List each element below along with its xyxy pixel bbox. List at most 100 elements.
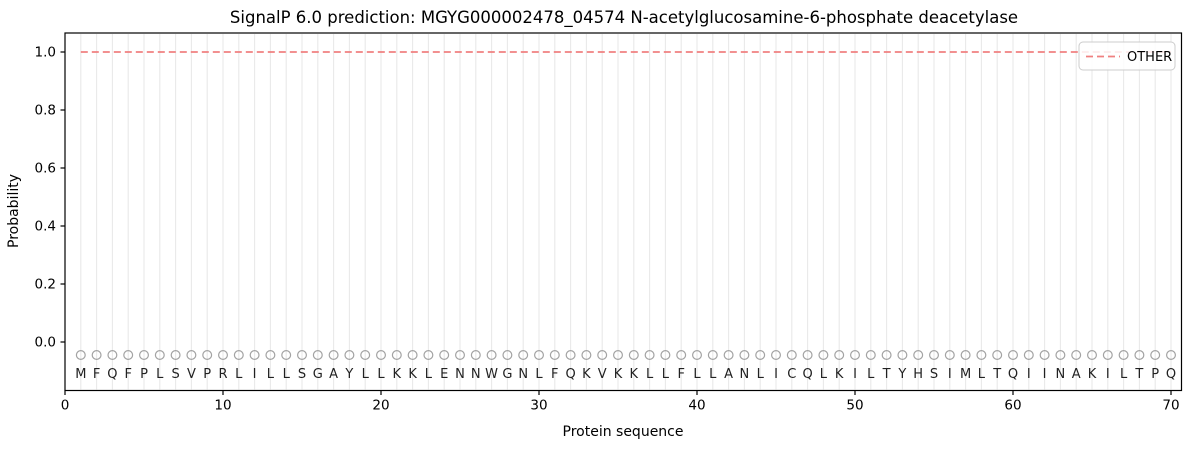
sequence-letter: P bbox=[140, 367, 148, 382]
residue-marker bbox=[897, 350, 908, 361]
residue-marker bbox=[628, 350, 639, 361]
residue-marker bbox=[1039, 350, 1050, 361]
residue-marker bbox=[597, 350, 608, 361]
residue-marker bbox=[407, 350, 418, 361]
sequence-letter: K bbox=[393, 367, 402, 382]
sequence-letter: K bbox=[835, 367, 844, 382]
residue-marker bbox=[91, 350, 102, 361]
residue-marker bbox=[154, 350, 165, 361]
sequence-letter: K bbox=[582, 367, 591, 382]
sequence-letter: Y bbox=[897, 367, 906, 382]
sequence-letter: M bbox=[960, 367, 971, 382]
residue-marker bbox=[770, 350, 781, 361]
residue-marker bbox=[992, 350, 1003, 361]
residue-marker bbox=[1023, 350, 1034, 361]
sequence-letter: L bbox=[235, 367, 243, 382]
chart-title: SignalP 6.0 prediction: MGYG000002478_04… bbox=[230, 8, 1018, 28]
sequence-letter: L bbox=[267, 367, 275, 382]
sequence-letter: K bbox=[1088, 367, 1097, 382]
y-axis-label: Probability bbox=[6, 174, 22, 248]
sequence-letter: F bbox=[551, 367, 558, 382]
residue-markers-group bbox=[75, 350, 1176, 361]
residue-marker bbox=[549, 350, 560, 361]
residue-marker bbox=[818, 350, 829, 361]
residue-marker bbox=[1086, 350, 1097, 361]
sequence-letter: S bbox=[930, 367, 938, 382]
residue-marker bbox=[960, 350, 971, 361]
sequence-letter: N bbox=[471, 367, 481, 382]
residue-marker bbox=[518, 350, 529, 361]
sequence-letter: I bbox=[774, 367, 778, 382]
sequence-letter: L bbox=[156, 367, 164, 382]
sequence-letter: P bbox=[1151, 367, 1159, 382]
sequence-letter: M bbox=[75, 367, 86, 382]
x-tick-label: 60 bbox=[1004, 398, 1021, 414]
sequence-letter: L bbox=[867, 367, 875, 382]
sequence-letter: R bbox=[218, 367, 227, 382]
legend: OTHER bbox=[1078, 41, 1176, 71]
residue-marker bbox=[913, 350, 924, 361]
residue-marker bbox=[344, 350, 355, 361]
residue-marker bbox=[1055, 350, 1066, 361]
legend-label-other: OTHER bbox=[1127, 50, 1172, 65]
sequence-letter: F bbox=[93, 367, 100, 382]
sequence-letter: L bbox=[377, 367, 385, 382]
residue-marker bbox=[612, 350, 623, 361]
sequence-letter: V bbox=[187, 367, 196, 382]
sequence-letter: S bbox=[298, 367, 306, 382]
residue-marker bbox=[581, 350, 592, 361]
y-tick-label: 0.0 bbox=[35, 335, 56, 351]
sequence-letter: L bbox=[283, 367, 291, 382]
sequence-letter: L bbox=[693, 367, 701, 382]
residue-marker bbox=[297, 350, 308, 361]
residue-marker bbox=[644, 350, 655, 361]
residue-marker bbox=[123, 350, 134, 361]
sequence-letter: A bbox=[724, 367, 733, 382]
y-tick-label: 0.4 bbox=[35, 219, 56, 235]
sequence-letter: Q bbox=[802, 367, 812, 382]
x-tick-label: 70 bbox=[1162, 398, 1179, 414]
sequence-letter: T bbox=[992, 367, 1001, 382]
residue-marker bbox=[470, 350, 481, 361]
x-tick-label: 10 bbox=[214, 398, 231, 414]
residue-marker bbox=[739, 350, 750, 361]
legend-box bbox=[1078, 41, 1176, 71]
x-tick-label: 50 bbox=[846, 398, 863, 414]
x-axis-ticks-group: 0 10 20 30 40 50 60 70 bbox=[61, 390, 1180, 414]
sequence-letter: C bbox=[787, 367, 796, 382]
residue-marker bbox=[455, 350, 466, 361]
x-tick-label: 30 bbox=[530, 398, 547, 414]
sequence-letter: L bbox=[757, 367, 765, 382]
residue-marker bbox=[186, 350, 197, 361]
residue-marker bbox=[249, 350, 260, 361]
residue-marker bbox=[75, 350, 86, 361]
residue-marker bbox=[786, 350, 797, 361]
residue-marker bbox=[170, 350, 181, 361]
residue-marker bbox=[376, 350, 387, 361]
residue-marker bbox=[1071, 350, 1082, 361]
sequence-letter: E bbox=[440, 367, 448, 382]
sequence-letter: K bbox=[614, 367, 623, 382]
x-tick-label: 20 bbox=[372, 398, 389, 414]
residue-marker bbox=[328, 350, 339, 361]
sequence-letter: L bbox=[362, 367, 370, 382]
residue-marker bbox=[565, 350, 576, 361]
sequence-letter: I bbox=[1043, 367, 1047, 382]
sequence-letter: L bbox=[978, 367, 986, 382]
residue-marker bbox=[1102, 350, 1113, 361]
sequence-letter: Q bbox=[1166, 367, 1176, 382]
residue-marker bbox=[723, 350, 734, 361]
sequence-letter: G bbox=[313, 367, 323, 382]
sequence-letter: L bbox=[820, 367, 828, 382]
sequence-letter: I bbox=[1106, 367, 1110, 382]
x-tick-label: 40 bbox=[688, 398, 705, 414]
sequence-letter: Y bbox=[344, 367, 353, 382]
residue-marker bbox=[139, 350, 150, 361]
residue-marker bbox=[660, 350, 671, 361]
sequence-letter: I bbox=[853, 367, 857, 382]
residue-marker bbox=[928, 350, 939, 361]
sequence-letter: N bbox=[518, 367, 528, 382]
gridlines-group bbox=[80, 34, 1172, 390]
sequence-letter: V bbox=[598, 367, 607, 382]
